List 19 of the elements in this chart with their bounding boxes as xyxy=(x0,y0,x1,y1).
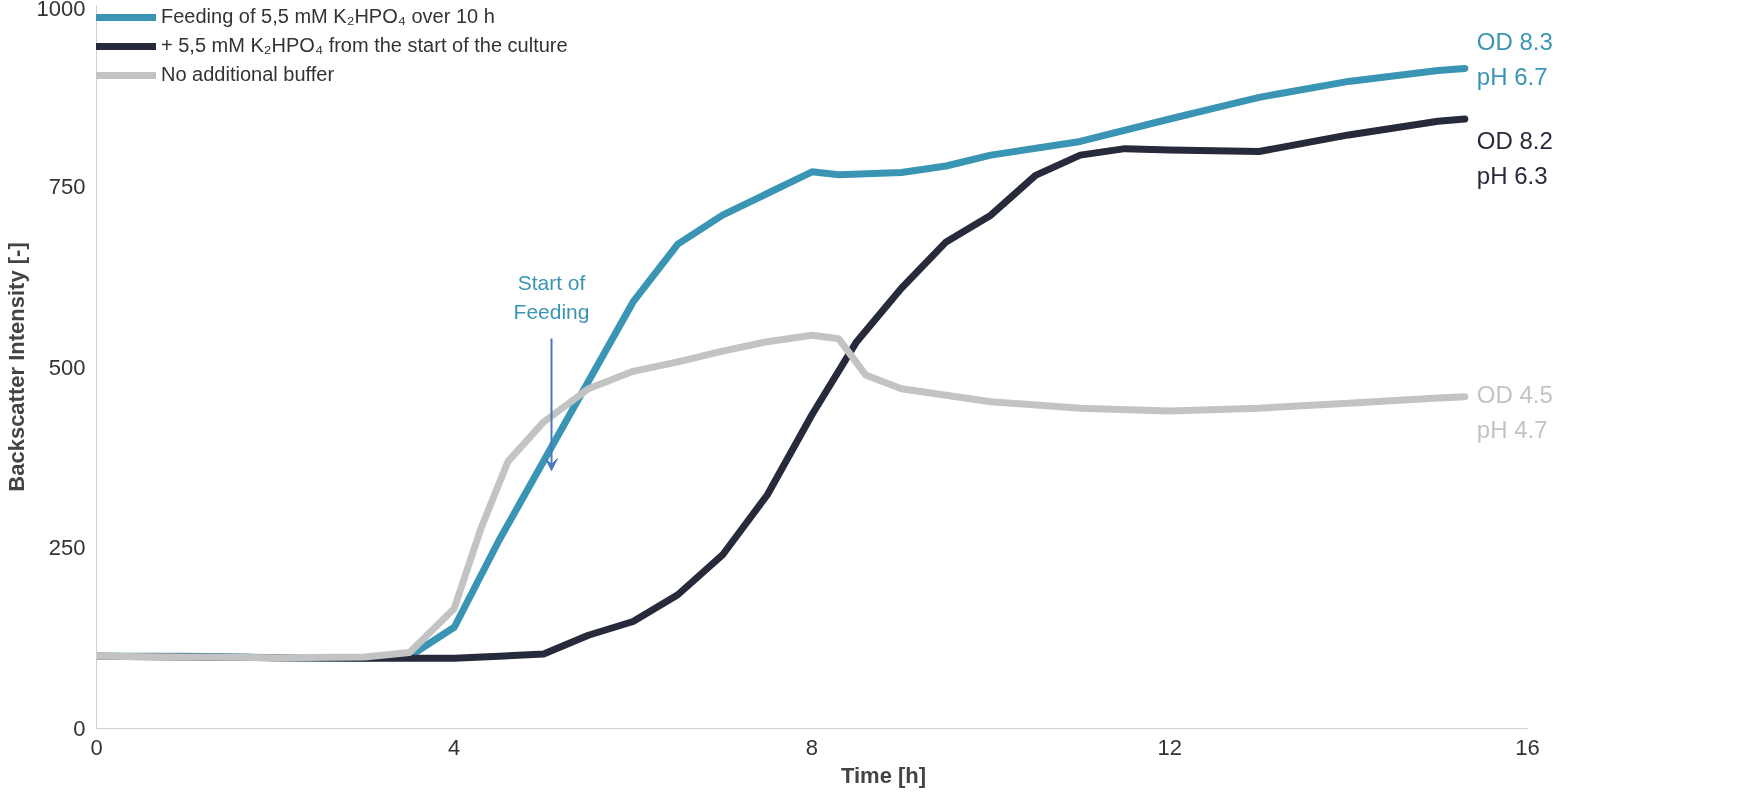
x-tick-label: 12 xyxy=(1157,734,1182,760)
x-axis-title: Time [h] xyxy=(840,762,927,788)
y-tick-label: 750 xyxy=(48,173,86,199)
x-tick-label: 4 xyxy=(448,734,461,760)
y-tick-label: 0 xyxy=(73,716,86,741)
annotation: OD 4.5 pH 4.7 xyxy=(1476,380,1553,443)
x-tick-label: 16 xyxy=(1515,734,1540,760)
legend-label: + 5,5 mM K₂HPO₄ from the start of the culture xyxy=(161,34,568,57)
y-tick-label: 250 xyxy=(48,535,86,561)
legend-label: Feeding of 5,5 mM K₂HPO₄ over 10 h xyxy=(161,5,495,28)
y-tick-label: 1000 xyxy=(36,0,86,21)
x-tick-label: 0 xyxy=(90,734,103,760)
annotation: OD 8.2 pH 6.3 xyxy=(1476,127,1553,190)
y-axis-title: Backscatter Intensity [-] xyxy=(3,242,29,492)
annotation: OD 8.3 pH 6.7 xyxy=(1476,28,1553,91)
annotation: Start of Feeding xyxy=(513,270,590,324)
y-tick-label: 500 xyxy=(48,354,86,380)
legend-label: No additional buffer xyxy=(161,63,335,86)
x-tick-label: 8 xyxy=(805,734,819,760)
